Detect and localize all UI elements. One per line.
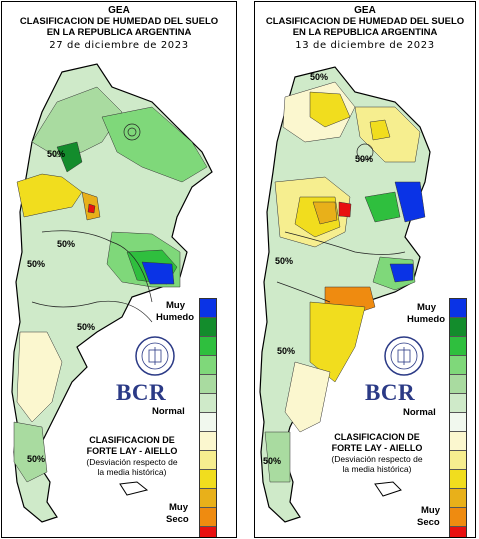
scale-normal-seco xyxy=(450,432,466,451)
map-title-line1: CLASIFICACION DE HUMEDAD DEL SUELO xyxy=(265,16,465,27)
credit-line1: CLASIFICACION DE xyxy=(334,432,420,442)
credit-line2: FORTE LAY - AIELLO xyxy=(86,446,178,456)
classification-credit: CLASIFICACION DE FORTE LAY - AIELLO (Des… xyxy=(313,432,441,474)
contour-label: 50% xyxy=(275,256,293,266)
classification-credit: CLASIFICACION DE FORTE LAY - AIELLO (Des… xyxy=(68,435,196,477)
contour-label: 50% xyxy=(27,454,45,464)
contour-label: 50% xyxy=(57,239,75,249)
scale-normal xyxy=(450,413,466,432)
scale-humedo-2 xyxy=(200,337,216,356)
legend-bottom-label-1: Muy xyxy=(421,505,440,516)
contour-label: 50% xyxy=(355,154,373,164)
scale-humedo-1 xyxy=(200,356,216,375)
scale-seco-1 xyxy=(450,470,466,489)
gea-label: GEA xyxy=(108,5,130,16)
gea-label: GEA xyxy=(354,5,376,16)
map-title-line1: CLASIFICACION DE HUMEDAD DEL SUELO xyxy=(19,16,219,27)
contour-label: 50% xyxy=(277,346,295,356)
scale-humedo-1 xyxy=(450,356,466,375)
bcr-seal-logo xyxy=(384,336,424,376)
scale-normal-humedo xyxy=(450,394,466,413)
scale-normal xyxy=(200,413,216,432)
map-date: 27 de diciembre de 2023 xyxy=(49,40,189,51)
scale-humedo-3 xyxy=(450,318,466,337)
scale-muy-humedo xyxy=(450,299,466,318)
contour-label: 50% xyxy=(77,322,95,332)
legend-mid-label: Normal xyxy=(403,407,436,418)
credit-line3: (Desviación respecto de xyxy=(86,457,178,467)
scale-normal-seco xyxy=(200,432,216,451)
scale-humedo-2 xyxy=(450,337,466,356)
legend-bottom-label-2: Seco xyxy=(417,517,440,528)
legend-top-label-1: Muy xyxy=(417,302,436,313)
scale-leve-humedo xyxy=(200,375,216,394)
bcr-seal-logo xyxy=(135,336,175,376)
scale-muy-seco xyxy=(200,527,216,537)
map-title-line2: EN LA REPUBLICA ARGENTINA xyxy=(46,27,192,38)
credit-line2: FORTE LAY - AIELLO xyxy=(331,443,423,453)
scale-leve-humedo xyxy=(450,375,466,394)
color-scale xyxy=(199,298,217,537)
contour-label: 50% xyxy=(263,456,281,466)
scale-seco-2 xyxy=(450,489,466,508)
right-soil-moisture-map: 50% 50% 50% 50% 50% xyxy=(259,66,431,523)
contour-label: 50% xyxy=(310,72,328,82)
legend-mid-label: Normal xyxy=(152,406,185,417)
legend-top-label-2: Humedo xyxy=(407,314,445,325)
tierra-del-fuego-island xyxy=(374,481,402,497)
legend-top-label-2: Humedo xyxy=(156,312,194,323)
bcr-logo-text: BCR xyxy=(365,380,416,405)
credit-line4: la media histórica) xyxy=(342,464,412,474)
scale-normal-humedo xyxy=(200,394,216,413)
scale-seco-3 xyxy=(450,508,466,527)
map-title-line2: EN LA REPUBLICA ARGENTINA xyxy=(292,27,438,38)
legend-bottom-label-2: Seco xyxy=(166,514,189,525)
legend-top-label-1: Muy xyxy=(166,300,185,311)
right-map-panel: 50% 50% 50% 50% 50% GEA CLASIFICACION DE… xyxy=(254,1,476,538)
left-soil-moisture-map: 50% 50% 50% 50% 50% xyxy=(11,63,213,523)
scale-leve-seco xyxy=(450,451,466,470)
scale-seco-2 xyxy=(200,489,216,508)
credit-line4: la media histórica) xyxy=(97,467,167,477)
credit-line1: CLASIFICACION DE xyxy=(89,435,175,445)
color-scale xyxy=(449,298,467,537)
scale-seco-1 xyxy=(200,470,216,489)
scale-humedo-3 xyxy=(200,318,216,337)
contour-label: 50% xyxy=(27,259,45,269)
scale-muy-humedo xyxy=(200,299,216,318)
map-date: 13 de diciembre de 2023 xyxy=(295,40,435,51)
credit-line3: (Desviación respecto de xyxy=(331,454,423,464)
scale-leve-seco xyxy=(200,451,216,470)
left-map-panel: 50% 50% 50% 50% 50% GEA CLASIFICACION DE… xyxy=(1,1,237,538)
legend-bottom-label-1: Muy xyxy=(169,502,188,513)
scale-muy-seco xyxy=(450,527,466,537)
bcr-logo-text: BCR xyxy=(116,380,167,405)
tierra-del-fuego-island xyxy=(119,481,149,496)
scale-seco-3 xyxy=(200,508,216,527)
contour-label: 50% xyxy=(47,149,65,159)
